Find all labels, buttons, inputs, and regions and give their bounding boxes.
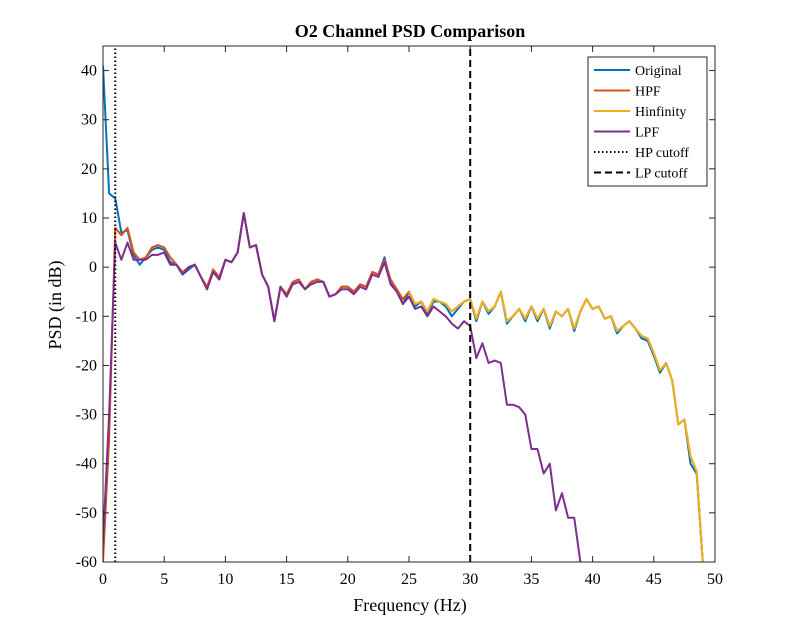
y-tick-label: 0 bbox=[89, 259, 97, 276]
y-tick-label: -40 bbox=[76, 456, 97, 473]
legend-label: Hinfinity bbox=[635, 105, 686, 120]
legend-label: LPF bbox=[635, 126, 659, 141]
x-tick-label: 25 bbox=[401, 571, 417, 588]
y-tick-label: -10 bbox=[76, 308, 97, 325]
x-tick-label: 10 bbox=[217, 571, 233, 588]
y-tick-label: -60 bbox=[76, 554, 97, 571]
x-tick-label: 50 bbox=[707, 571, 723, 588]
x-tick-label: 20 bbox=[340, 571, 356, 588]
x-tick-label: 5 bbox=[160, 571, 168, 588]
chart-title: O2 Channel PSD Comparison bbox=[295, 21, 526, 41]
y-tick-label: -30 bbox=[76, 407, 97, 424]
legend-box bbox=[587, 56, 708, 187]
y-tick-label: 30 bbox=[81, 112, 97, 129]
x-tick-label: 15 bbox=[279, 571, 295, 588]
x-axis-label: Frequency (Hz) bbox=[353, 595, 466, 616]
x-tick-label: 30 bbox=[462, 571, 478, 588]
y-tick-label: 20 bbox=[81, 161, 97, 178]
y-tick-label: -20 bbox=[76, 357, 97, 374]
series-line-lpf bbox=[103, 212, 582, 562]
legend-label: HP cutoff bbox=[635, 146, 689, 161]
x-tick-label: 45 bbox=[646, 571, 662, 588]
legend-label: HPF bbox=[635, 85, 661, 100]
y-tick-label: -50 bbox=[76, 505, 97, 522]
plot-area: 0 5 10 15 20 25 30 35 40 45 50 -60 -50 -40 -30 -20 -10 0 1… bbox=[76, 45, 723, 588]
y-axis-label: PSD (in dB) bbox=[45, 260, 66, 349]
legend-label: Original bbox=[635, 64, 682, 79]
x-tick-label: 40 bbox=[585, 571, 601, 588]
series-group bbox=[103, 46, 704, 562]
x-tick-label: 0 bbox=[99, 571, 107, 588]
series-line-hinfinity bbox=[408, 290, 704, 562]
legend: Original HPF Hinfinity LPF HP cutoff LP cutof… bbox=[587, 56, 708, 187]
legend-label: LP cutoff bbox=[635, 167, 688, 182]
y-tick-label: 40 bbox=[81, 63, 97, 80]
y-tick-label: 10 bbox=[81, 210, 97, 227]
x-tick-label: 35 bbox=[523, 571, 539, 588]
